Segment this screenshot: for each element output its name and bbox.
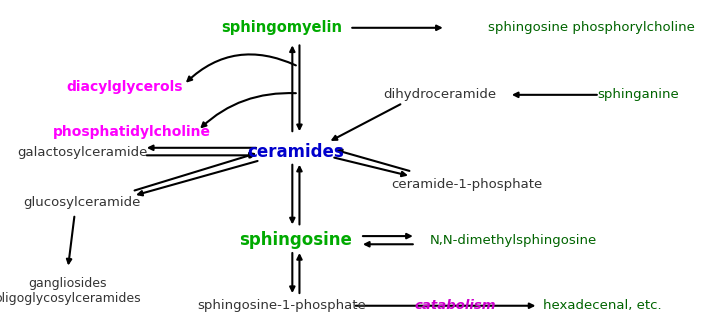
Text: diacylglycerols: diacylglycerols: [66, 80, 183, 94]
Text: N,N-dimethylsphingosine: N,N-dimethylsphingosine: [430, 234, 597, 247]
Text: sphingosine: sphingosine: [240, 231, 352, 250]
Text: hexadecenal, etc.: hexadecenal, etc.: [543, 299, 662, 312]
Text: dihydroceramide: dihydroceramide: [384, 88, 496, 101]
Text: sphingosine-1-phosphate: sphingosine-1-phosphate: [198, 299, 366, 312]
Text: ceramide-1-phosphate: ceramide-1-phosphate: [391, 178, 543, 191]
Text: phosphatidylcholine: phosphatidylcholine: [53, 126, 211, 139]
Text: ceramides: ceramides: [247, 143, 344, 161]
Text: sphinganine: sphinganine: [597, 88, 679, 101]
Text: glucosylceramide: glucosylceramide: [24, 196, 140, 209]
Text: catabolism: catabolism: [414, 299, 496, 312]
Text: gangliosides
oligoglycosylceramides: gangliosides oligoglycosylceramides: [0, 277, 141, 305]
Text: sphingomyelin: sphingomyelin: [221, 20, 342, 35]
Text: galactosylceramide: galactosylceramide: [17, 146, 147, 159]
Text: sphingosine phosphorylcholine: sphingosine phosphorylcholine: [488, 21, 695, 34]
